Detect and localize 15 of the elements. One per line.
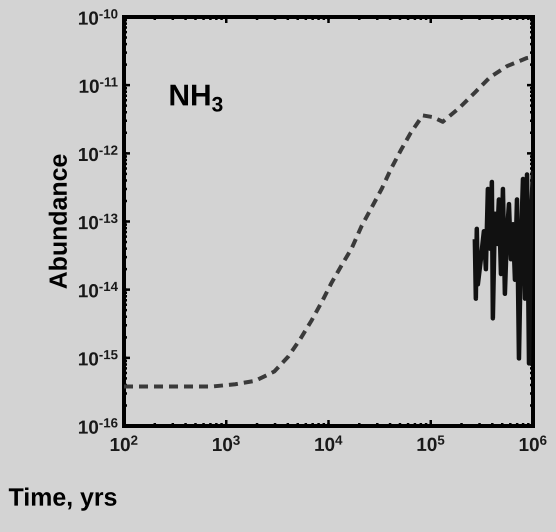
x-tick-label: 10$^{3}$ <box>212 436 240 452</box>
annotation: NH$_{3}$ <box>170 84 222 112</box>
y-tick-label: 10$^{-10}$ <box>78 9 118 25</box>
y-tick-label: 10$^{-16}$ <box>78 418 118 434</box>
x-tick-label: 10$^{2}$ <box>110 436 138 452</box>
y-tick-label: 10$^{-15}$ <box>78 350 118 366</box>
y-tick-label: 10$^{-12}$ <box>78 145 118 162</box>
x-tick-label: 10$^{6}$ <box>520 436 546 452</box>
y-tick-label: 10$^{-13}$ <box>78 214 118 230</box>
x-tick-label: 10$^{4}$ <box>315 436 342 452</box>
x-axis-title: Time, yrs <box>8 488 116 511</box>
x-tick-label: 10$^{5}$ <box>417 436 444 452</box>
y-tick-label: 10$^{-14}$ <box>78 282 118 298</box>
y-axis-title: Abundance <box>48 154 67 289</box>
y-tick-label: 10$^{-11}$ <box>80 77 118 93</box>
